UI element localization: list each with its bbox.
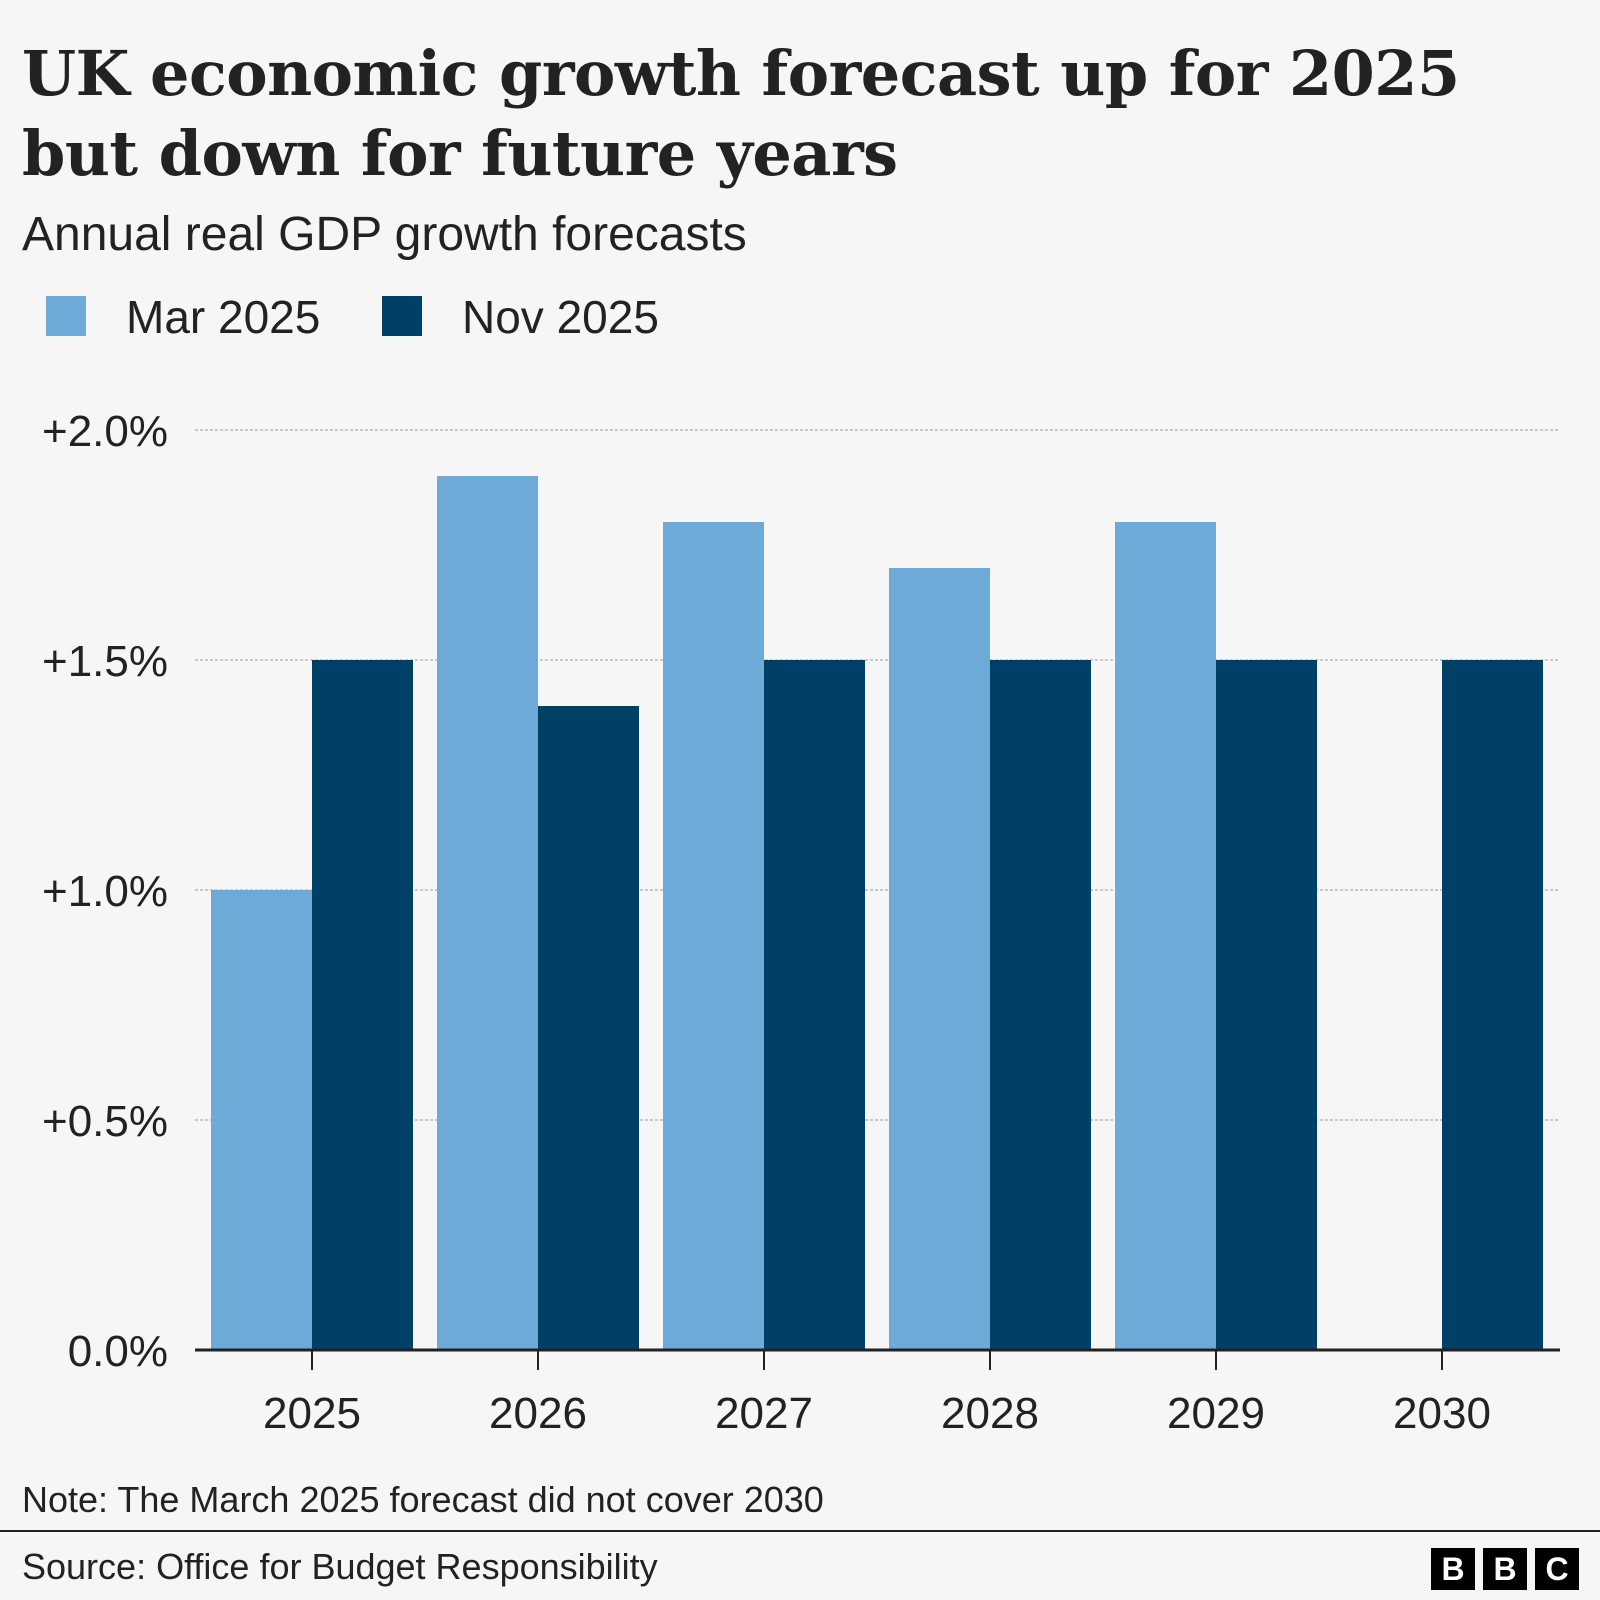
bbc-logo-letter-3: C (1535, 1548, 1579, 1590)
legend-label-nov-2025: Nov 2025 (462, 291, 659, 343)
bar (663, 522, 764, 1350)
footer-divider (0, 1530, 1600, 1532)
x-tick-label: 2027 (715, 1389, 813, 1438)
bar (1216, 660, 1317, 1350)
x-tick-label: 2025 (263, 1389, 361, 1438)
legend-swatch-mar-2025 (46, 296, 86, 336)
bar (764, 660, 865, 1350)
y-tick-label: +1.0% (42, 867, 168, 916)
legend-swatch-nov-2025 (382, 296, 422, 336)
y-tick-label: +1.5% (42, 637, 168, 686)
bar (1442, 660, 1543, 1350)
legend-label-mar-2025: Mar 2025 (126, 291, 321, 343)
bar (889, 568, 990, 1350)
bar (990, 660, 1091, 1350)
x-tick-label: 2026 (489, 1389, 587, 1438)
bar-chart: 0.0% +0.5% +1.0% +1.5% +2.0% 2025 2026 2027 2028… (42, 407, 1560, 1438)
y-tick-label: 0.0% (68, 1327, 168, 1376)
x-tick-label: 2030 (1393, 1389, 1491, 1438)
source-text: Source: Office for Budget Responsibility (22, 1546, 658, 1587)
bbc-logo-letter-2: B (1483, 1548, 1527, 1590)
bar (211, 890, 312, 1350)
bar (312, 660, 413, 1350)
y-tick-label: +2.0% (42, 407, 168, 456)
bar (437, 476, 538, 1350)
chart-subtitle: Annual real GDP growth forecasts (22, 208, 747, 261)
y-tick-label: +0.5% (42, 1097, 168, 1146)
x-tick-label: 2028 (941, 1389, 1039, 1438)
chart-title: UK economic growth forecast up for 2025 … (22, 37, 1460, 190)
bar (538, 706, 639, 1350)
bbc-logo-letter-1: B (1431, 1548, 1475, 1590)
chart-note: Note: The March 2025 forecast did not co… (22, 1479, 824, 1520)
bar (1115, 522, 1216, 1350)
x-tick-label: 2029 (1167, 1389, 1265, 1438)
